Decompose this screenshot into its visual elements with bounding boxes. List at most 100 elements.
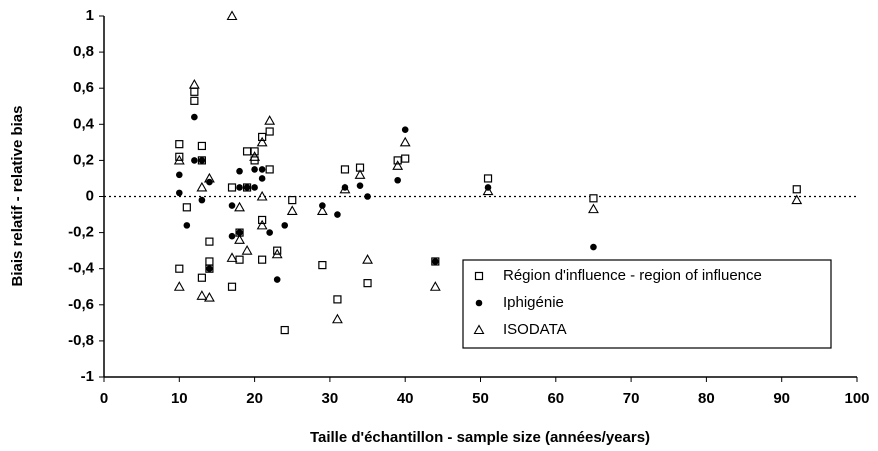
point [196,290,208,300]
legend-label: Région d'influence - region of influence [503,267,762,284]
point [249,151,261,161]
point [191,157,198,164]
y-tick-label: -0,8 [68,332,94,349]
x-tick-label: 10 [171,390,188,407]
point [258,255,267,264]
point [183,222,191,229]
legend-marker [474,271,484,281]
point [227,183,237,192]
point [242,147,252,156]
x-tick-label: 70 [623,390,640,407]
point [256,136,268,147]
point [197,141,206,151]
point [226,10,238,21]
point [363,279,372,288]
point [206,265,213,273]
y-tick-label: -1 [81,368,94,385]
point [241,245,253,255]
point [173,154,185,165]
y-tick-label: -0,2 [68,224,94,241]
legend-box [462,259,832,349]
point [265,127,274,136]
y-tick-label: 1 [86,7,94,24]
point [175,264,184,273]
point [339,183,351,194]
point [196,181,208,192]
point [288,196,297,205]
point [364,193,371,200]
point [334,211,341,218]
point [401,126,409,134]
y-tick-label: -0,4 [68,260,95,277]
point [176,189,183,197]
point [316,205,328,215]
x-tick-label: 90 [773,390,790,407]
point [362,254,373,264]
point [235,255,244,264]
x-tick-label: 20 [246,390,263,407]
point [256,190,268,201]
x-tick-label: 0 [100,390,108,407]
point [258,175,266,182]
point [265,165,274,174]
point [236,229,243,236]
point [588,203,599,214]
point [188,78,200,89]
y-tick-label: 0 [86,187,94,204]
y-tick-label: 0,8 [73,43,94,60]
point [234,234,245,244]
point [243,184,251,191]
point [236,167,243,175]
point [227,282,237,291]
point [182,203,191,212]
point [589,194,598,203]
legend-marker [473,324,485,335]
point [280,325,289,335]
point [251,184,258,191]
point [590,243,597,251]
y-tick-label: 0,2 [73,151,94,168]
y-tick-label: 0,4 [73,115,95,132]
y-tick-label: 0,6 [73,79,94,96]
point [190,87,199,96]
point [228,232,236,240]
point [197,273,206,282]
x-tick-label: 60 [547,390,564,407]
point [258,166,266,173]
point [175,140,184,149]
point [256,219,268,230]
point [190,96,199,105]
legend-label: ISODATA [503,321,567,338]
point [482,185,494,196]
point [331,313,343,324]
point [198,157,206,164]
x-tick-label: 100 [844,390,869,407]
y-axis-label: Biais relatif - relative bias [9,106,26,287]
point [271,248,283,259]
point [205,237,214,246]
x-tick-label: 30 [322,390,339,407]
point [228,202,236,209]
point [356,182,364,189]
point [333,295,342,304]
point [198,196,206,204]
point [318,260,327,270]
x-tick-label: 40 [397,390,414,407]
point [173,281,185,291]
point [266,229,273,236]
x-tick-label: 80 [698,390,715,407]
point [432,258,439,265]
legend-marker [475,299,483,307]
y-tick-label: -0,6 [68,296,94,313]
point [394,176,401,184]
point [251,166,258,173]
point [191,113,198,121]
point [341,184,349,191]
point [281,222,289,229]
point [273,276,281,283]
point [791,194,803,205]
point [392,160,404,170]
point [429,281,441,291]
point [286,205,298,215]
